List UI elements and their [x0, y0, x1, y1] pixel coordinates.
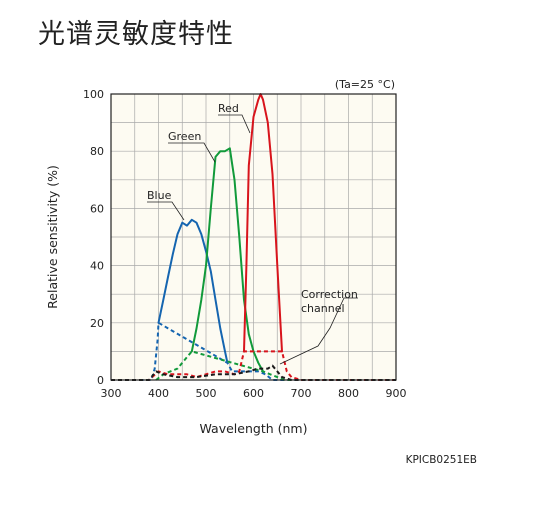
leader-red — [218, 114, 251, 134]
annotation-correction-line1: Correction — [301, 288, 358, 301]
x-axis-label: Wavelength (nm) — [200, 421, 308, 436]
y-tick-label: 0 — [97, 374, 104, 387]
condition-note: (Ta=25 °C) — [335, 78, 395, 91]
page-title: 光谱灵敏度特性 — [38, 19, 234, 50]
y-tick-label: 80 — [90, 145, 104, 158]
annotation-correction-line2: channel — [301, 302, 345, 315]
annotation-leaders — [147, 114, 358, 365]
y-tick-label: 20 — [90, 317, 104, 330]
x-tick-label: 300 — [101, 387, 122, 400]
x-tick-label: 500 — [196, 387, 217, 400]
x-tick-label: 600 — [243, 387, 264, 400]
y-tick-label: 40 — [90, 260, 104, 273]
y-tick-label: 60 — [90, 202, 104, 215]
annotation-red: Red — [218, 102, 239, 115]
axis-ticks: 300 400 500 600 700 800 900 0 20 40 60 80 100 — [83, 88, 407, 400]
series-blue-line — [157, 218, 229, 364]
annotation-green: Green — [168, 130, 201, 143]
leader-green — [168, 142, 216, 163]
series-blue-dashed — [139, 321, 396, 381]
x-tick-label: 400 — [148, 387, 169, 400]
x-tick-label: 800 — [338, 387, 359, 400]
series-correction-channel-dashed — [111, 364, 396, 381]
y-tick-label: 100 — [83, 88, 104, 101]
series-annotations: Red Green Blue Correction channel — [147, 102, 358, 365]
figure-code: KPICB0251EB — [406, 454, 477, 466]
plot-frame — [110, 93, 397, 381]
series-red-dashed — [111, 350, 396, 381]
x-tick-label: 900 — [386, 387, 407, 400]
leader-correction — [279, 297, 358, 365]
y-axis-label: Relative sensitivity (%) — [45, 165, 60, 309]
x-tick-label: 700 — [291, 387, 312, 400]
series-green-line — [190, 147, 264, 373]
leader-blue — [147, 201, 185, 221]
annotation-blue: Blue — [147, 189, 172, 202]
series-green-dashed — [155, 350, 292, 381]
